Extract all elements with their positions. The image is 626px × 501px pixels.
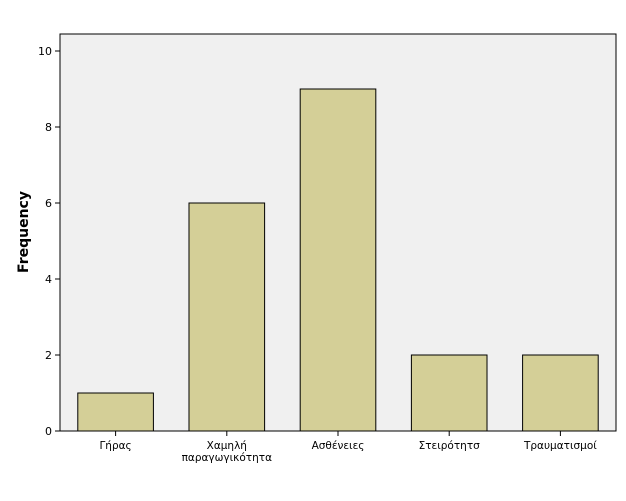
bar — [188, 202, 266, 432]
y-tick-label: 2 — [45, 349, 52, 362]
bars — [77, 88, 599, 432]
y-axis: 0 2 4 6 8 10 — [38, 45, 60, 438]
y-tick-label: 4 — [45, 273, 52, 286]
y-tick-label: 6 — [45, 197, 52, 210]
bar — [77, 392, 154, 432]
x-axis: Γήρας Χαμηλή παραγωγικότητα Ασθένειες Στειρό… — [99, 431, 597, 464]
x-tick-label: Γήρας — [99, 440, 131, 452]
x-tick-label: Ασθένειες — [312, 440, 365, 452]
x-tick-label: Στειρότητσ — [419, 440, 481, 452]
bar — [410, 354, 488, 432]
y-axis-label: Frequency — [16, 191, 32, 273]
bar — [299, 88, 377, 432]
y-tick-label: 10 — [38, 45, 52, 58]
bar — [522, 354, 599, 432]
y-tick-label: 8 — [45, 121, 52, 134]
y-tick-label: 0 — [45, 425, 52, 438]
x-tick-label: Χαμηλή παραγωγικότητα — [182, 440, 273, 464]
x-tick-label: Τραυματισμοί — [523, 440, 597, 452]
